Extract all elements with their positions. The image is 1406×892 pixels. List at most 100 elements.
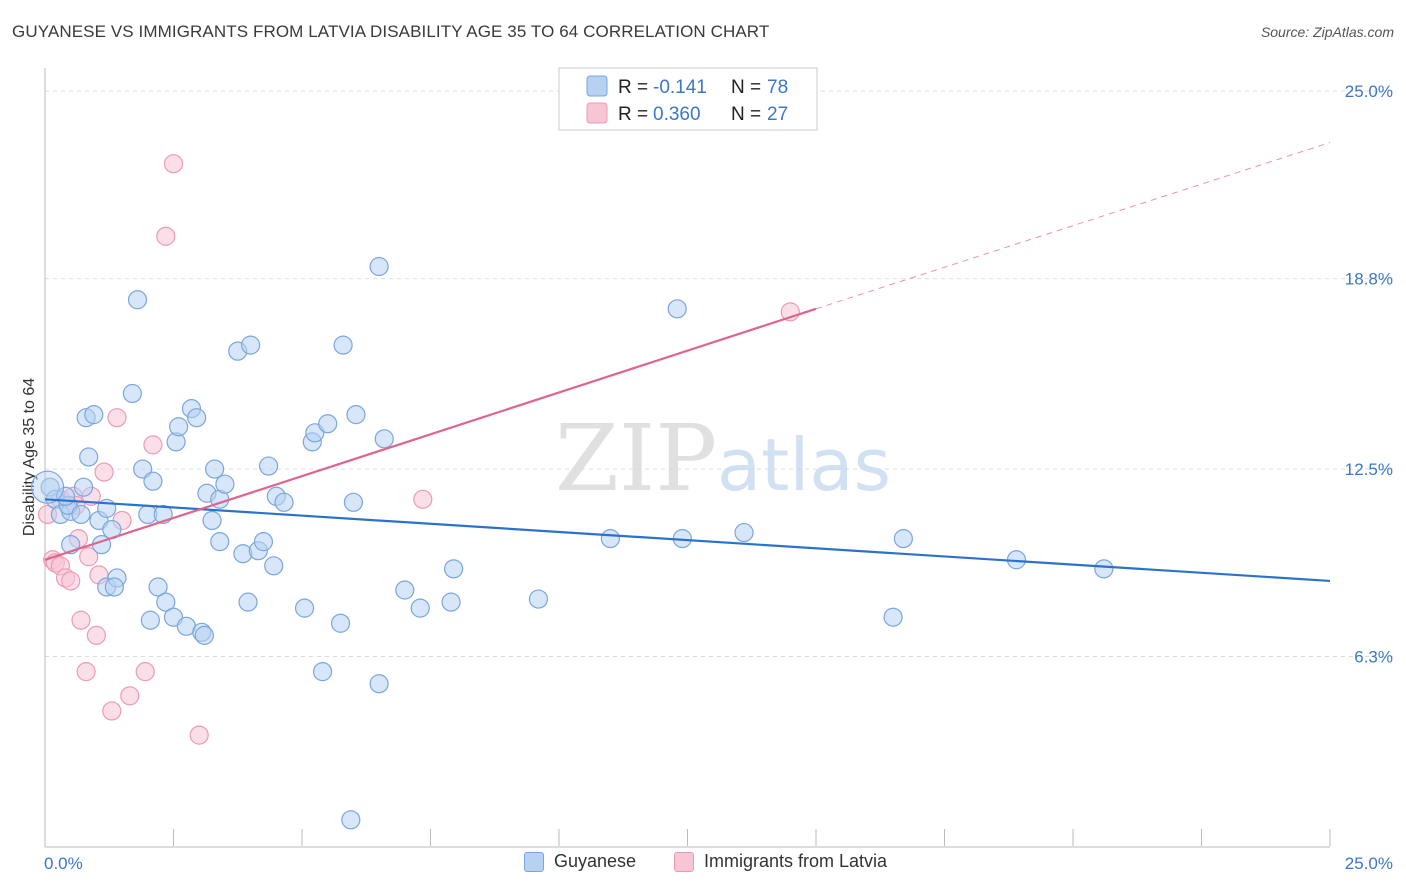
guyanese-point-75 [893, 529, 913, 549]
guyanese-point-77 [1094, 559, 1114, 579]
latvia-point-5 [61, 571, 81, 591]
latvia-point-22 [143, 435, 163, 455]
guyanese-point-74 [883, 607, 903, 627]
legend-swatch-latvia [674, 851, 694, 872]
latvia-point-20 [120, 686, 140, 706]
guyanese-point-63 [374, 429, 394, 449]
x-tick-label-0: 0.0% [44, 854, 83, 873]
guyanese-point-70 [600, 529, 621, 549]
legend-top-swatch-pink [586, 102, 608, 124]
legend-top-n-label-pink: N = [731, 104, 761, 125]
y-tick-label-0: 6.3% [1354, 648, 1393, 667]
guyanese-point-44 [241, 335, 261, 355]
trend-line-guyanese [44, 498, 1331, 583]
guyanese-point-7 [73, 477, 94, 497]
legend-top-r-label-pink: R = [618, 104, 648, 125]
guyanese-point-61 [343, 492, 363, 512]
trend-line-latvia-extension [815, 142, 1331, 310]
guyanese-point-66 [410, 598, 430, 618]
guyanese-point-60 [346, 405, 366, 425]
latvia-point-11 [76, 662, 96, 682]
guyanese-point-45 [238, 592, 258, 612]
guyanese-point-69 [528, 589, 549, 609]
guyanese-point-30 [169, 417, 189, 437]
legend-top-n-value-blue: 78 [767, 77, 788, 98]
guyanese-point-47 [253, 532, 274, 552]
watermark-atlas: atlas [717, 423, 891, 507]
legend-label-guyanese: Guyanese [554, 851, 637, 871]
guyanese-point-71 [667, 299, 687, 319]
guyanese-point-51 [274, 492, 294, 512]
chart-source: Source: ZipAtlas.com [1260, 24, 1394, 40]
latvia-point-25 [189, 725, 209, 745]
latvia-point-26 [413, 489, 433, 509]
trend-line-latvia [44, 307, 817, 561]
legend-top-n-value-pink: 27 [767, 104, 788, 125]
guyanese-point-43 [233, 544, 253, 564]
guyanese-point-59 [341, 810, 361, 830]
legend-swatch-guyanese [524, 851, 544, 872]
latvia-point-23 [156, 226, 176, 246]
guyanese-point-55 [318, 414, 338, 434]
guyanese-point-58 [333, 335, 353, 355]
guyanese-point-48 [258, 456, 279, 476]
legend-item-guyanese[interactable]: Guyanese [524, 851, 636, 872]
y-tick-label-1: 12.5% [1345, 460, 1393, 479]
guyanese-point-27 [140, 610, 160, 630]
guyanese-point-56 [312, 662, 333, 682]
guyanese-point-22 [143, 471, 163, 491]
legend-top-r-label-blue: R = [618, 77, 648, 98]
guyanese-point-57 [330, 613, 351, 633]
latvia-point-21 [135, 662, 155, 682]
guyanese-point-38 [205, 459, 225, 479]
axes [44, 68, 1331, 848]
legend-bottom: Guyanese Immigrants from Latvia [0, 851, 1406, 879]
guyanese-point-11 [79, 447, 99, 467]
watermark: ZIP atlas [555, 405, 891, 512]
legend-top-r-value-pink: 0.360 [653, 104, 701, 125]
guyanese-point-68 [444, 559, 464, 579]
guyanese-point-65 [395, 580, 415, 600]
guyanese-point-35 [194, 625, 214, 645]
tick-labels: 6.3% 12.5% 18.8% 25.0% 0.0% 25.0% [44, 82, 1393, 873]
guyanese-point-6 [71, 504, 91, 525]
latvia-point-18 [107, 408, 127, 428]
latvia-point-14 [86, 625, 107, 645]
legend-top-r-value-blue: -0.141 [653, 77, 707, 98]
guyanese-point-32 [187, 408, 207, 428]
guyanese-point-40 [215, 474, 235, 494]
guyanese-point-62 [369, 674, 389, 694]
legend-top-n-label-blue: N = [731, 77, 761, 98]
guyanese-point-67 [441, 592, 461, 612]
guyanese-point-41 [210, 532, 230, 552]
latvia-point-10 [71, 610, 91, 630]
series-guyanese-points [30, 256, 1114, 830]
y-tick-label-3: 25.0% [1345, 82, 1393, 101]
guyanese-point-49 [264, 556, 284, 576]
legend-top-swatch-blue [586, 75, 608, 97]
guyanese-point-18 [104, 577, 124, 597]
legend-top: R = -0.141 N = 78 R = 0.360 N = 27 [558, 67, 818, 131]
guyanese-point-19 [122, 383, 142, 404]
guyanese-point-20 [127, 290, 148, 310]
guyanese-point-25 [148, 577, 168, 597]
y-tick-label-2: 18.8% [1345, 270, 1393, 289]
guyanese-point-10 [84, 405, 104, 425]
latvia-point-12 [79, 547, 99, 567]
latvia-point-24 [163, 154, 184, 174]
legend-item-latvia[interactable]: Immigrants from Latvia [674, 851, 887, 872]
guyanese-point-73 [734, 522, 754, 543]
guyanese-point-37 [202, 510, 222, 531]
latvia-point-16 [94, 462, 114, 482]
guyanese-point-26 [156, 592, 176, 612]
trend-lines [44, 142, 1331, 583]
latvia-point-17 [102, 701, 122, 721]
guyanese-point-64 [369, 256, 389, 277]
x-tick-label-1: 25.0% [1345, 854, 1393, 873]
chart-title: GUYANESE VS IMMIGRANTS FROM LATVIA DISAB… [12, 22, 770, 41]
legend-label-latvia: Immigrants from Latvia [704, 851, 888, 871]
watermark-zip: ZIP [555, 405, 717, 512]
guyanese-point-52 [294, 598, 315, 618]
guyanese-point-large [30, 470, 65, 504]
